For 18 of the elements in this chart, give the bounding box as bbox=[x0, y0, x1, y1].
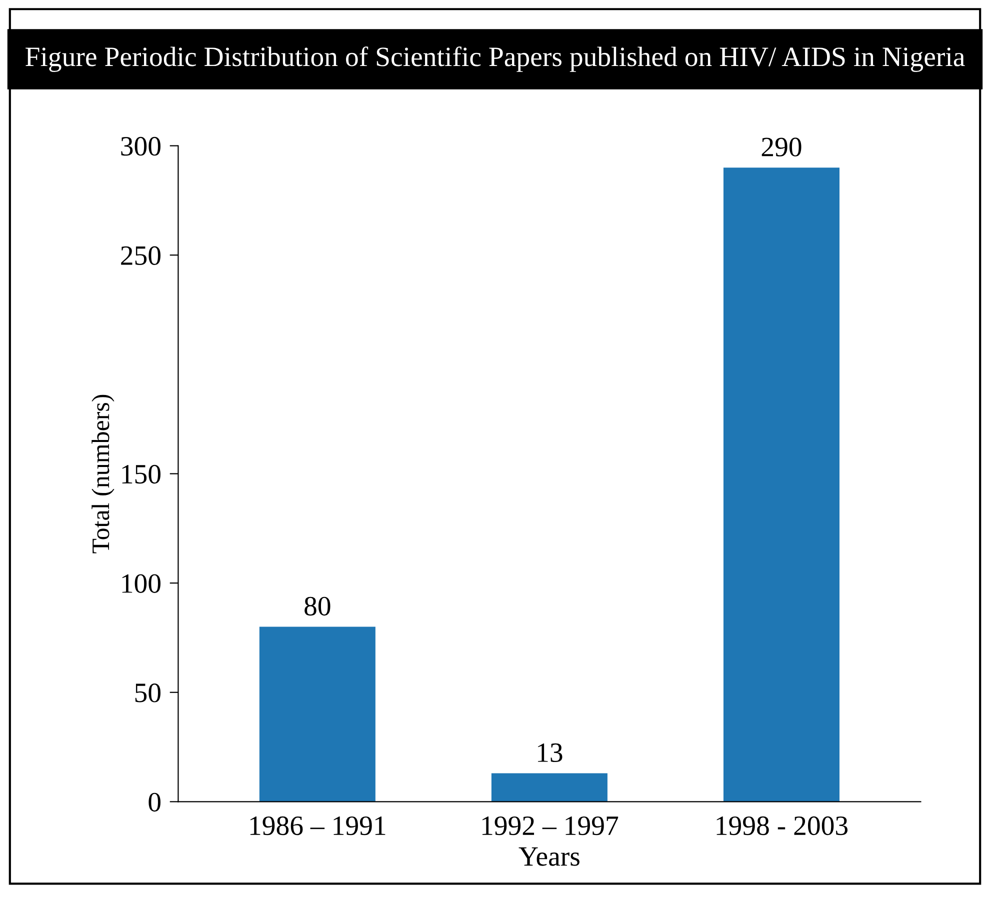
x-tick-label: 1998 - 2003 bbox=[716, 816, 848, 836]
data-label: 13 bbox=[538, 743, 562, 762]
bar bbox=[491, 773, 608, 802]
data-label: 290 bbox=[762, 138, 802, 156]
y-tick-label: 0 bbox=[148, 792, 160, 812]
y-tick-label: 100 bbox=[122, 574, 160, 593]
y-tick-label: 150 bbox=[122, 464, 160, 484]
y-tick-label: 300 bbox=[121, 136, 160, 156]
y-axis-title: Total (numbers) bbox=[92, 394, 114, 554]
x-tick-label: 1992 – 1997 bbox=[482, 816, 618, 836]
x-axis-title: Years bbox=[518, 847, 580, 866]
x-tick-label: 1986 – 1991 bbox=[250, 816, 386, 836]
chart-title: Figure Periodic Distribution of Scientific Papers published on HIV/ AIDS in Nigeria bbox=[26, 46, 965, 72]
data-label: 80 bbox=[304, 596, 330, 616]
bar bbox=[259, 626, 376, 802]
y-tick-label: 50 bbox=[135, 684, 160, 702]
bar bbox=[723, 168, 840, 802]
y-tick-label: 250 bbox=[121, 246, 160, 265]
